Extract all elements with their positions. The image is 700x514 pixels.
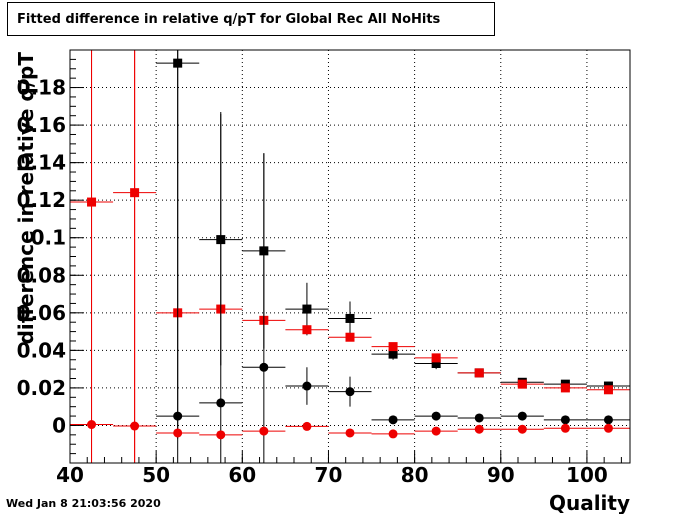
y-tick-label: 0.06 bbox=[17, 301, 66, 325]
data-point-circle bbox=[173, 428, 183, 438]
data-point-circle bbox=[603, 423, 613, 433]
data-point-square bbox=[345, 332, 355, 342]
data-point-square bbox=[388, 349, 398, 359]
data-point-circle bbox=[87, 420, 97, 430]
data-point-circle bbox=[130, 421, 140, 431]
data-point-square bbox=[603, 385, 613, 395]
data-point-circle bbox=[474, 424, 484, 434]
y-tick-label: 0.02 bbox=[17, 376, 66, 400]
chart-title: Fitted difference in relative q/pT for G… bbox=[17, 12, 441, 27]
x-tick-label: 90 bbox=[487, 463, 515, 487]
y-tick-label: 0.04 bbox=[17, 338, 66, 362]
data-point-square bbox=[302, 325, 312, 335]
y-tick-label: 0.14 bbox=[17, 151, 66, 175]
x-tick-label: 100 bbox=[566, 463, 608, 487]
x-axis-label: Quality bbox=[549, 491, 630, 514]
data-point-circle bbox=[474, 413, 484, 423]
data-point-circle bbox=[431, 426, 441, 436]
data-point-square bbox=[517, 379, 527, 389]
data-point-circle bbox=[560, 415, 570, 425]
data-point-circle bbox=[388, 415, 398, 425]
y-tick-label: 0.08 bbox=[17, 263, 66, 287]
data-point-square bbox=[302, 304, 312, 314]
data-point-circle bbox=[345, 387, 355, 397]
data-point-circle bbox=[216, 430, 226, 440]
x-tick-label: 70 bbox=[315, 463, 343, 487]
x-tick-label: 40 bbox=[56, 463, 84, 487]
data-point-circle bbox=[173, 411, 183, 421]
data-point-circle bbox=[259, 362, 269, 372]
data-point-square bbox=[345, 313, 355, 323]
chart-title-box: Fitted difference in relative q/pT for G… bbox=[7, 2, 495, 36]
data-point-square bbox=[388, 342, 398, 352]
plot-frame bbox=[69, 49, 631, 464]
data-point-circle bbox=[302, 421, 312, 431]
data-point-circle bbox=[345, 428, 355, 438]
data-point-circle bbox=[388, 429, 398, 439]
data-point-circle bbox=[603, 415, 613, 425]
x-tick-label: 60 bbox=[228, 463, 256, 487]
data-point-circle bbox=[302, 381, 312, 391]
data-point-circle bbox=[517, 411, 527, 421]
data-point-circle bbox=[431, 411, 441, 421]
y-tick-label: 0 bbox=[52, 413, 66, 437]
data-point-square bbox=[431, 353, 441, 363]
y-tick-label: 0.12 bbox=[17, 188, 66, 212]
data-point-square bbox=[431, 359, 441, 369]
y-axis-label: difference in relative q/pT bbox=[14, 52, 38, 345]
data-point-circle bbox=[517, 424, 527, 434]
data-point-circle bbox=[216, 398, 226, 408]
y-tick-label: 0.18 bbox=[17, 76, 66, 100]
x-tick-label: 80 bbox=[401, 463, 429, 487]
data-point-circle bbox=[560, 423, 570, 433]
y-tick-label: 0.1 bbox=[31, 226, 66, 250]
data-point-square bbox=[560, 383, 570, 393]
data-point-square bbox=[474, 368, 484, 378]
x-tick-label: 50 bbox=[142, 463, 170, 487]
timestamp: Wed Jan 8 21:03:56 2020 bbox=[6, 497, 161, 510]
data-point-circle bbox=[259, 426, 269, 436]
y-tick-label: 0.16 bbox=[17, 113, 66, 137]
